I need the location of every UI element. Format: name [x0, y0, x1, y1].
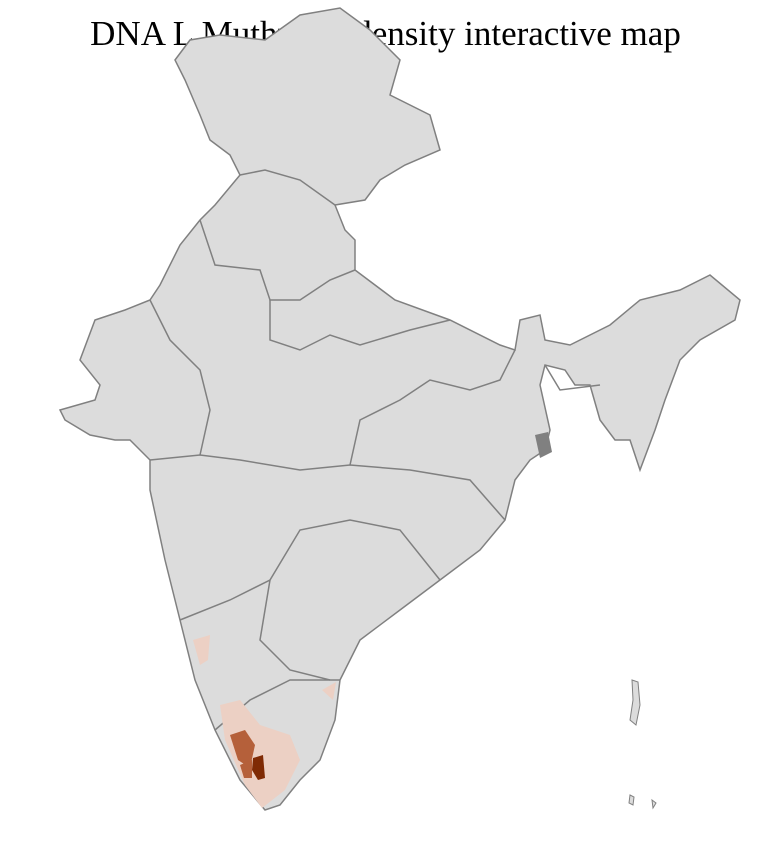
region-mid-density[interactable] [230, 730, 255, 768]
state-border [179, 519, 441, 621]
state-border [269, 300, 451, 351]
andaman-islands [628, 679, 657, 810]
state-border [149, 299, 211, 456]
state-border [259, 579, 331, 681]
region-low-density[interactable] [193, 635, 210, 665]
state-border [149, 454, 506, 521]
india-outline[interactable] [58, 7, 741, 811]
region-mid-density[interactable] [240, 760, 252, 778]
state-border [349, 349, 516, 466]
region-low-density[interactable] [322, 682, 336, 700]
state-border [544, 364, 601, 391]
region-low-density[interactable] [220, 700, 300, 808]
region-high-density[interactable] [252, 755, 265, 780]
state-borders [149, 169, 601, 731]
state-border [239, 169, 336, 206]
west-bengal-delta [535, 432, 552, 458]
